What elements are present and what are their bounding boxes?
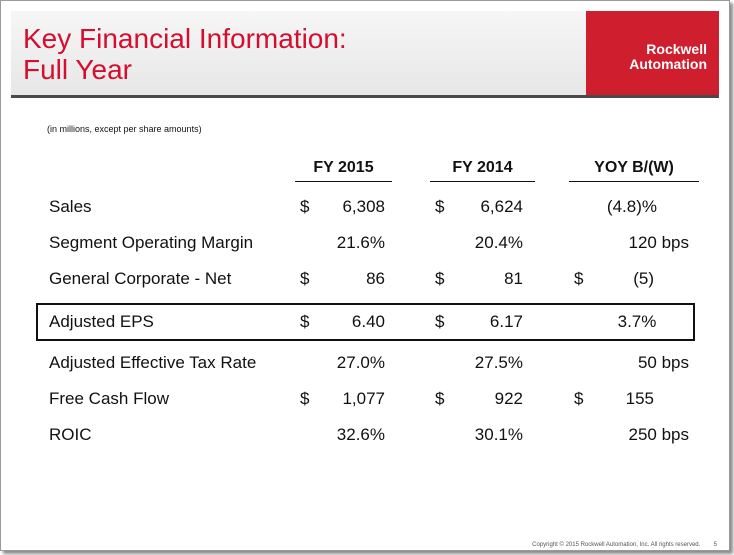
fy2014-value: 20.4%	[474, 233, 523, 252]
fy2014-value: 922	[494, 389, 523, 408]
yoy-value: (4.8)%	[606, 197, 657, 216]
title-line-1: Key Financial Information:	[23, 23, 347, 54]
column-underline-yoy	[569, 181, 699, 182]
table-row-adjusted-effective-tax-rate: Adjusted Effective Tax Rate 27.0% 27.5% …	[1, 353, 729, 377]
slide-footer: Copyright © 2015 Rockwell Automation, In…	[532, 542, 717, 548]
column-header-fy2015: FY 2015	[313, 159, 374, 176]
yoy-value: 250 bps	[628, 425, 690, 444]
yoy-value: 3.7%	[617, 312, 657, 331]
dollar-sign: $	[300, 312, 310, 331]
fy2014-value: 6,624	[480, 197, 523, 216]
row-label: General Corporate - Net	[49, 269, 232, 288]
dollar-sign: $	[300, 389, 310, 408]
row-label: Adjusted Effective Tax Rate	[49, 353, 257, 372]
yoy-value: 120 bps	[628, 233, 690, 252]
column-underline-fy2014	[430, 181, 535, 182]
table-row-roic: ROIC 32.6% 30.1% 250 bps	[1, 425, 729, 449]
yoy-value: (5)	[633, 269, 654, 288]
fy2014-value: 30.1%	[474, 425, 523, 444]
slide-title: Key Financial Information: Full Year	[23, 23, 347, 85]
row-label: Free Cash Flow	[49, 389, 169, 408]
copyright-text: Copyright © 2015 Rockwell Automation, In…	[532, 542, 701, 548]
yoy-value: 155	[625, 389, 654, 408]
fy2015-value: 86	[366, 269, 385, 288]
fy2014-value: 27.5%	[474, 353, 523, 372]
fy2015-value: 1,077	[342, 389, 385, 408]
table-row-general-corporate-net: General Corporate - Net $ 86 $ 81 $ (5)	[1, 269, 729, 293]
fy2015-value: 6,308	[342, 197, 385, 216]
dollar-sign: $	[300, 269, 310, 288]
table-row-free-cash-flow: Free Cash Flow $ 1,077 $ 922 $ 155	[1, 389, 729, 413]
table-row-adjusted-eps: Adjusted EPS $ 6.40 $ 6.17 3.7%	[1, 312, 729, 336]
fy2014-value: 81	[504, 269, 523, 288]
dollar-sign: $	[435, 269, 445, 288]
page-number: 5	[713, 542, 717, 548]
logo-line-2: Automation	[629, 56, 707, 72]
fy2014-value: 6.17	[489, 312, 523, 331]
dollar-sign: $	[435, 197, 445, 216]
logo-line-1: Rockwell	[646, 41, 707, 57]
column-header-fy2014: FY 2014	[452, 159, 513, 176]
slide-header: Key Financial Information: Full Year Roc…	[11, 11, 719, 98]
column-header-yoy: YOY B/(W)	[594, 159, 674, 176]
units-note: (in millions, except per share amounts)	[47, 124, 202, 134]
row-label: Adjusted EPS	[49, 312, 154, 331]
column-underline-fy2015	[295, 181, 392, 182]
title-line-2: Full Year	[23, 54, 132, 85]
row-label: Sales	[49, 197, 92, 216]
table-row-sales: Sales $ 6,308 $ 6,624 (4.8)%	[1, 197, 729, 221]
dollar-sign: $	[574, 269, 584, 288]
table-row-segment-operating-margin: Segment Operating Margin 21.6% 20.4% 120…	[1, 233, 729, 257]
adjusted-eps-highlight-box	[36, 303, 695, 341]
yoy-value: 50 bps	[637, 353, 689, 372]
fy2015-value: 6.40	[351, 312, 385, 331]
dollar-sign: $	[574, 389, 584, 408]
row-label: ROIC	[49, 425, 92, 444]
fy2015-value: 32.6%	[336, 425, 385, 444]
fy2015-value: 27.0%	[336, 353, 385, 372]
fy2015-value: 21.6%	[336, 233, 385, 252]
rockwell-logo: Rockwell Automation	[586, 11, 719, 95]
dollar-sign: $	[435, 312, 445, 331]
row-label: Segment Operating Margin	[49, 233, 254, 252]
dollar-sign: $	[435, 389, 445, 408]
dollar-sign: $	[300, 197, 310, 216]
